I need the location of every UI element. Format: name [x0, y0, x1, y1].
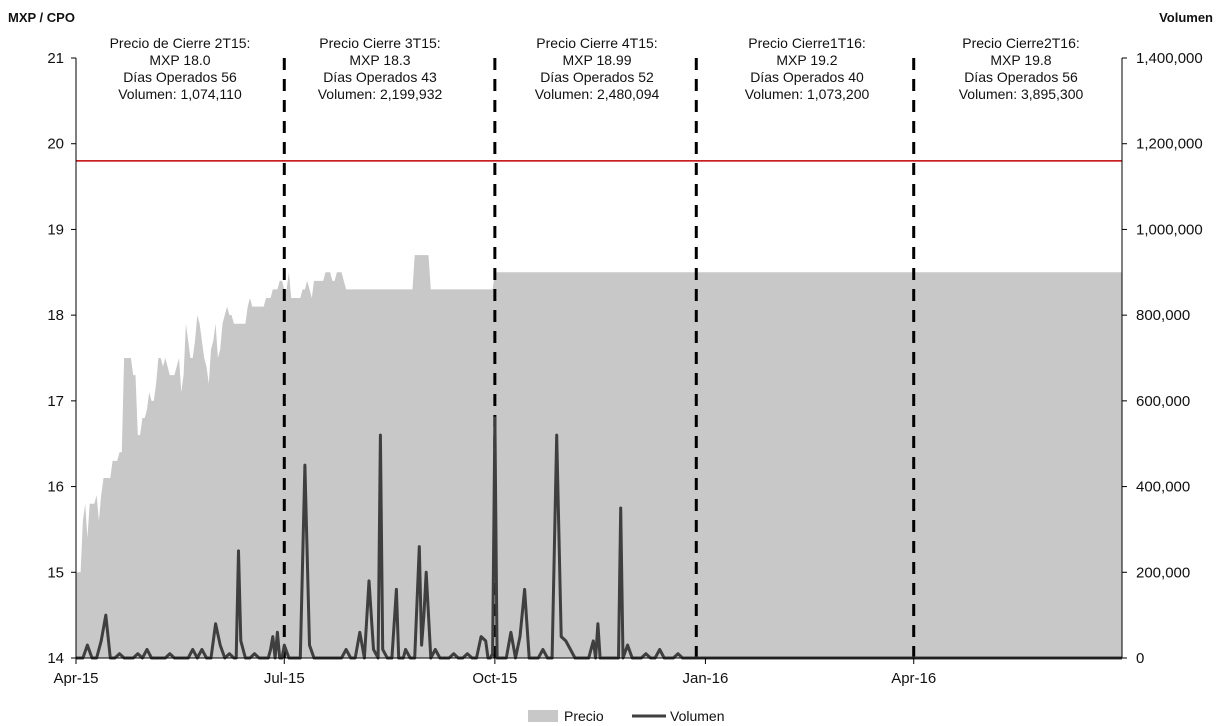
annotation-line: Precio Cierre 4T15:: [536, 35, 657, 51]
annotation-line: MXP 18.3: [349, 52, 410, 68]
legend-label-volumen: Volumen: [670, 708, 724, 724]
left-tick-label: 19: [47, 221, 64, 238]
annotation-line: Días Operados 56: [123, 69, 237, 85]
annotation-line: Volumen: 2,199,932: [318, 86, 443, 102]
annotation-line: Volumen: 1,074,110: [118, 86, 242, 102]
right-tick-label: 0: [1136, 650, 1144, 667]
annotation-line: Días Operados 40: [750, 69, 864, 85]
left-tick-label: 16: [47, 479, 64, 496]
axes: 14 15 16 17 18 19 20 21 0 200,000 400,000 600,000 80…: [47, 50, 1202, 687]
right-tick-label: 800,000: [1136, 307, 1190, 324]
left-axis-title: MXP / CPO: [8, 10, 75, 25]
annotation-line: Precio Cierre2T16:: [962, 35, 1080, 51]
annotation-line: Días Operados 52: [540, 69, 654, 85]
annotation-line: MXP 19.2: [776, 52, 837, 68]
left-tick-label: 15: [47, 564, 64, 581]
left-tick-label: 21: [47, 50, 64, 67]
annotation-line: Precio Cierre 3T15:: [319, 35, 440, 51]
x-tick-label: Apr-15: [53, 670, 98, 687]
left-tick-label: 18: [47, 307, 64, 324]
right-tick-label: 400,000: [1136, 479, 1190, 496]
left-tick-label: 17: [47, 393, 64, 410]
right-tick-label: 200,000: [1136, 564, 1190, 581]
annotation-line: MXP 18.0: [149, 52, 210, 68]
annotation-line: Precio Cierre1T16:: [748, 35, 866, 51]
right-axis-title: Volumen: [1159, 10, 1213, 25]
legend-label-precio: Precio: [564, 708, 604, 724]
x-tick-label: Jul-15: [264, 670, 305, 687]
x-tick-label: Jan-16: [682, 670, 728, 687]
left-tick-label: 20: [47, 136, 64, 153]
right-tick-label: 1,200,000: [1136, 136, 1203, 153]
precio-area: [76, 255, 1122, 658]
annotation-line: MXP 18.99: [562, 52, 631, 68]
x-tick-label: Apr-16: [891, 670, 936, 687]
right-tick-label: 1,400,000: [1136, 50, 1203, 67]
annotation-line: MXP 19.8: [990, 52, 1051, 68]
annotation-line: Días Operados 43: [323, 69, 437, 85]
legend: Precio Volumen: [528, 708, 724, 724]
right-tick-label: 600,000: [1136, 393, 1190, 410]
annotation-line: Volumen: 1,073,200: [745, 86, 870, 102]
legend-swatch-precio: [528, 710, 558, 722]
left-tick-label: 14: [47, 650, 64, 667]
x-tick-label: Oct-15: [472, 670, 517, 687]
annotation-line: Volumen: 2,480,094: [535, 86, 660, 102]
annotation-line: Días Operados 56: [964, 69, 1078, 85]
right-tick-label: 1,000,000: [1136, 221, 1203, 238]
annotation-line: Precio de Cierre 2T15:: [110, 35, 251, 51]
annotation-line: Volumen: 3,895,300: [959, 86, 1084, 102]
precio-area-layer: [76, 255, 1122, 658]
quarter-dividers: [282, 58, 916, 658]
